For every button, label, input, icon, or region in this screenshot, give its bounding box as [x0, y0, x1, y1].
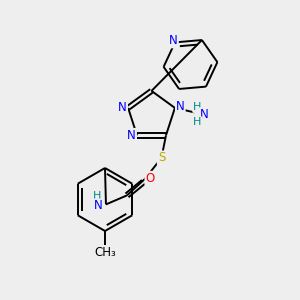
Text: H: H — [93, 191, 102, 201]
Text: N: N — [118, 101, 127, 114]
Text: N: N — [176, 100, 185, 113]
Text: N: N — [127, 129, 136, 142]
Text: N: N — [200, 108, 208, 121]
Text: S: S — [158, 152, 165, 164]
Text: H: H — [193, 102, 202, 112]
Text: N: N — [169, 34, 178, 47]
Text: H: H — [193, 117, 202, 127]
Text: CH₃: CH₃ — [94, 246, 116, 260]
Text: N: N — [94, 200, 103, 212]
Text: O: O — [146, 172, 155, 185]
